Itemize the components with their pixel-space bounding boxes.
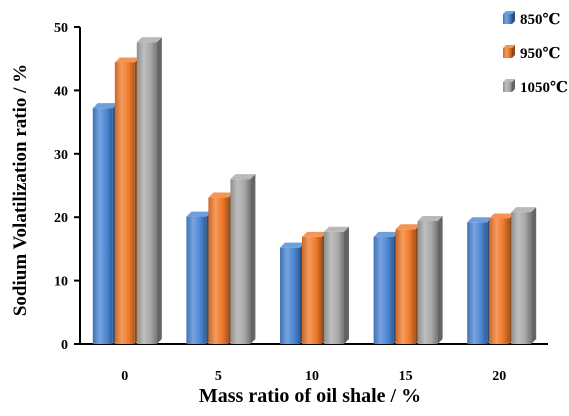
bar-1050℃-15 xyxy=(417,216,443,344)
bar-850℃-10 xyxy=(280,242,305,344)
x-tick-label: 0 xyxy=(121,369,128,384)
bar xyxy=(280,247,300,344)
bar-1050℃-10 xyxy=(324,226,349,344)
bar xyxy=(417,221,438,344)
x-tick-label: 20 xyxy=(492,369,506,384)
bar xyxy=(114,62,135,345)
bar xyxy=(395,229,416,344)
legend: 850℃ 950℃ 1050℃ xyxy=(503,11,568,96)
bar xyxy=(302,236,322,344)
legend-item: 1050℃ xyxy=(503,79,568,96)
bar-950℃-10 xyxy=(302,231,327,344)
x-tick-label: 10 xyxy=(305,369,319,384)
bar xyxy=(324,231,344,344)
x-tick-label: 15 xyxy=(399,369,413,384)
y-tick-label: 40 xyxy=(54,84,68,99)
legend-item: 950℃ xyxy=(503,45,561,62)
bar xyxy=(467,222,488,344)
bar-950℃-5 xyxy=(208,192,234,344)
bar-850℃-15 xyxy=(373,231,399,344)
bar-950℃-15 xyxy=(395,224,421,344)
tick-labels: 0 10 20 30 40 50 0 5 10 15 20 xyxy=(54,21,506,384)
y-tick-label: 10 xyxy=(54,275,68,290)
bar xyxy=(373,236,394,344)
bar-950℃-0 xyxy=(114,57,140,345)
legend-label: 1050℃ xyxy=(520,80,568,96)
bar-1050℃-5 xyxy=(230,174,256,344)
y-tick-label: 30 xyxy=(54,148,68,163)
bar xyxy=(230,179,251,344)
y-tick-label: 0 xyxy=(61,338,68,353)
bar xyxy=(511,212,532,344)
x-axis-label: Mass ratio of oil shale / % xyxy=(199,385,421,407)
bar-850℃-0 xyxy=(92,103,118,344)
bars xyxy=(92,37,537,345)
bar xyxy=(489,218,510,344)
legend-item: 850℃ xyxy=(503,11,561,28)
bar xyxy=(186,216,207,344)
bar xyxy=(136,42,157,344)
bar xyxy=(92,108,113,344)
legend-swatch xyxy=(503,48,512,58)
legend-swatch xyxy=(503,82,512,92)
legend-label: 950℃ xyxy=(520,46,561,62)
bar-950℃-20 xyxy=(489,213,515,344)
bar-850℃-20 xyxy=(467,217,493,344)
bar xyxy=(208,197,229,344)
y-tick-label: 20 xyxy=(54,211,68,226)
bar-1050℃-0 xyxy=(136,37,162,344)
legend-label: 850℃ xyxy=(520,12,561,28)
legend-swatch xyxy=(503,14,512,24)
bar-850℃-5 xyxy=(186,211,212,344)
bar-1050℃-20 xyxy=(511,207,537,344)
y-axis-label: Sodium Volatilization ratio / % xyxy=(10,64,31,316)
y-tick-label: 50 xyxy=(54,21,68,36)
x-tick-label: 5 xyxy=(215,369,222,384)
